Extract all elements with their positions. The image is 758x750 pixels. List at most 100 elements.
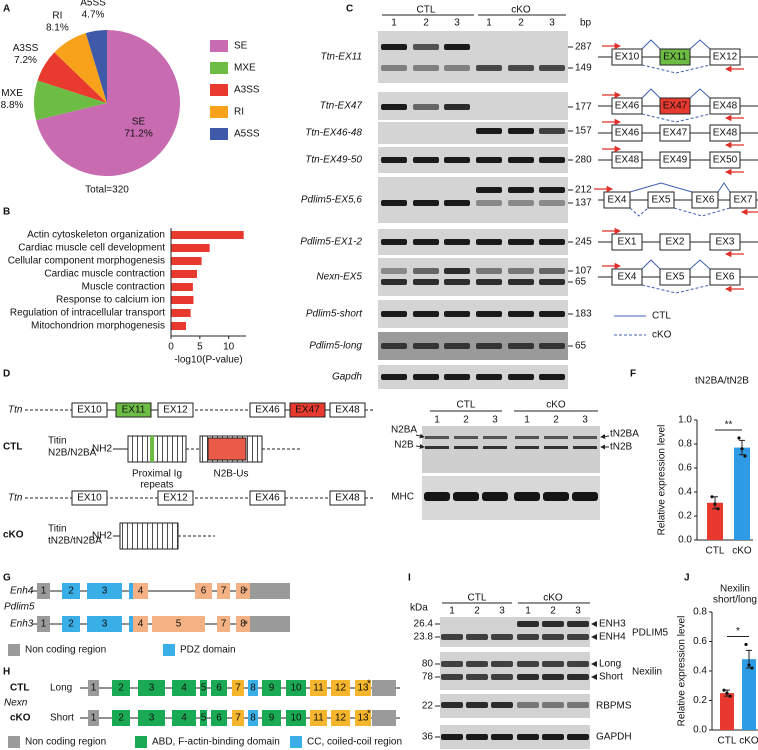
gel-band	[381, 157, 407, 163]
exon-label: 3	[102, 586, 108, 597]
gel-band	[381, 279, 407, 285]
isoform-label: Enh3	[10, 619, 34, 630]
size-label: 287	[575, 42, 592, 53]
exon-label: 10	[290, 713, 302, 724]
exon-box	[157, 490, 194, 506]
exon-label: EX2	[666, 237, 685, 248]
exon-box	[709, 97, 741, 115]
legend-label: PDZ domain	[180, 645, 236, 656]
exon-label: EX46	[615, 101, 640, 112]
gel-band	[539, 65, 565, 71]
exon-label: EX12	[163, 493, 188, 504]
gel-background	[422, 476, 600, 520]
gel-band	[476, 279, 502, 285]
exon-label: EX48	[615, 155, 640, 166]
exon-label: EX7	[734, 195, 753, 206]
noncoding-region	[250, 583, 290, 599]
exon-label: 6	[216, 713, 222, 724]
marker-label: 26.4	[414, 619, 434, 630]
legend-swatch	[135, 736, 147, 748]
lane-label: 3	[454, 18, 460, 29]
exon-label: EX5	[666, 272, 685, 283]
gel-band	[413, 200, 439, 206]
gel-band	[413, 104, 439, 110]
blot-band	[466, 634, 488, 640]
size-label: 137	[575, 198, 592, 209]
exon-box	[709, 48, 741, 66]
gel-band	[476, 311, 502, 317]
y-tick-label: 0.4	[678, 487, 692, 498]
bar	[734, 447, 750, 540]
pie-value-label: 7.2%	[14, 55, 37, 66]
gel-band	[476, 187, 502, 193]
gel-band	[381, 200, 407, 206]
gel-band	[413, 65, 439, 71]
group-label: cKO	[3, 530, 24, 541]
blot-band	[517, 674, 539, 680]
blot-band	[466, 734, 488, 740]
pdz-segment	[129, 583, 133, 599]
gel-band	[476, 200, 502, 206]
exon-box	[88, 680, 99, 696]
exon-label: EX3	[716, 237, 735, 248]
marker-label: 22	[422, 701, 434, 712]
blot-band	[542, 661, 564, 667]
exon-label: 4	[181, 713, 187, 724]
data-point	[743, 454, 747, 458]
lane-label: 2	[423, 18, 429, 29]
stop-codon: *	[367, 709, 371, 720]
exon-box	[659, 48, 691, 66]
bar	[171, 296, 194, 304]
blot-band	[567, 634, 589, 640]
y-tick-label: 0.2	[693, 695, 707, 706]
x-tick-label: CTL	[718, 736, 737, 747]
pdz-segment	[129, 616, 133, 632]
unit-label: kDa	[410, 603, 428, 614]
exon-box	[289, 402, 326, 418]
gene-label: Ttn	[8, 405, 23, 416]
exon-box	[87, 583, 122, 599]
exon-label: 3	[102, 619, 108, 630]
exon-label: 13	[357, 683, 369, 694]
gel-band	[413, 311, 439, 317]
gel-band	[508, 128, 534, 134]
category-label: Cellular component morphogenesis	[8, 256, 165, 267]
marker-label: 36	[422, 732, 434, 743]
blot-band	[542, 634, 564, 640]
gel-band	[508, 157, 534, 163]
significance-label: **	[725, 420, 733, 431]
group-label: cKO	[511, 5, 531, 16]
chart-title: tN2BA/tN2B	[695, 376, 749, 387]
exon-label: EX48	[713, 101, 738, 112]
legend-swatch	[210, 106, 228, 118]
blot-band	[517, 734, 539, 740]
size-label: 245	[575, 237, 592, 248]
gel-row-label: Pdlim5-EX5,6	[301, 195, 363, 206]
legend-swatch	[8, 736, 20, 748]
pie-slice	[33, 80, 107, 121]
lane-label: 3	[582, 415, 588, 426]
data-point	[722, 688, 726, 692]
exon-box	[709, 151, 741, 169]
unit-label: bp	[580, 18, 592, 29]
group-label: CTL	[468, 593, 487, 604]
pie-value-label: 71.2%	[124, 128, 152, 139]
data-point	[728, 694, 732, 698]
data-point	[747, 663, 751, 667]
exon-label: EX6	[716, 272, 735, 283]
size-label: 107	[575, 266, 592, 277]
exon-box	[200, 680, 207, 696]
data-point	[740, 447, 744, 451]
y-tick-label: 0.0	[678, 535, 692, 546]
exon-box	[709, 268, 741, 286]
exon-label: 12	[335, 683, 347, 694]
blot-band	[441, 734, 463, 740]
legend-label: CTL	[652, 311, 671, 322]
gel-band	[381, 239, 407, 245]
gel-row-label: Nexn-EX5	[316, 272, 362, 283]
size-label: 65	[575, 341, 587, 352]
x-tick-label: 10	[223, 342, 235, 353]
gel-band	[539, 128, 565, 134]
lane-label: 1	[434, 415, 440, 426]
exon-box	[157, 402, 194, 418]
